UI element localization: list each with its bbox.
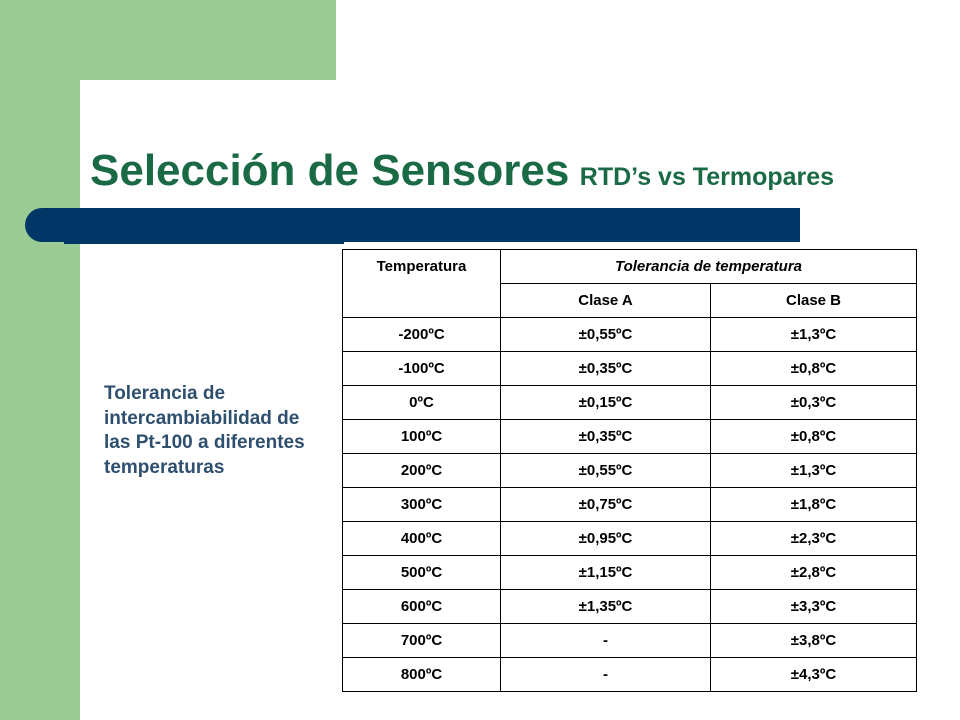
header-temperature: Temperatura (342, 249, 501, 318)
class-b-cell: ±0,3ºC (710, 385, 917, 420)
slide-title-main: Selección de Sensores (90, 146, 570, 195)
temp-cell: 100ºC (342, 419, 501, 454)
table-row: 800ºC - ±4,3ºC (342, 657, 917, 692)
title-underline-tail (64, 241, 344, 244)
table-row: 300ºC ±0,75ºC ±1,8ºC (342, 487, 917, 522)
class-b-cell: ±1,8ºC (710, 487, 917, 522)
temp-cell: -200ºC (342, 317, 501, 352)
table-row: 100ºC ±0,35ºC ±0,8ºC (342, 419, 917, 454)
class-b-cell: ±0,8ºC (710, 419, 917, 454)
tolerance-table: Temperatura Tolerancia de temperatura Cl… (342, 249, 917, 692)
temp-cell: 600ºC (342, 589, 501, 624)
table-row: 400ºC ±0,95ºC ±2,3ºC (342, 521, 917, 556)
table-row: 700ºC - ±3,8ºC (342, 623, 917, 658)
table-row: 600ºC ±1,35ºC ±3,3ºC (342, 589, 917, 624)
class-b-cell: ±2,3ºC (710, 521, 917, 556)
class-b-cell: ±1,3ºC (710, 453, 917, 488)
temp-cell: 300ºC (342, 487, 501, 522)
class-a-cell: ±0,35ºC (500, 351, 711, 386)
title-underline-bar (25, 208, 800, 242)
header-class-b: Clase B (710, 283, 917, 318)
class-b-cell: ±3,3ºC (710, 589, 917, 624)
temp-cell: 400ºC (342, 521, 501, 556)
class-a-cell: ±1,35ºC (500, 589, 711, 624)
temp-cell: 500ºC (342, 555, 501, 590)
class-a-cell: ±0,55ºC (500, 317, 711, 352)
class-a-cell: ±0,75ºC (500, 487, 711, 522)
header-tolerance: Tolerancia de temperatura (500, 249, 917, 284)
green-top-panel (80, 0, 336, 80)
table-header-row: Temperatura Tolerancia de temperatura (342, 249, 917, 318)
class-b-cell: ±1,3ºC (710, 317, 917, 352)
table-subheader-row: Clase A Clase B (343, 283, 917, 318)
green-side-panel (0, 0, 80, 720)
temp-cell: -100ºC (342, 351, 501, 386)
class-b-cell: ±0,8ºC (710, 351, 917, 386)
class-b-cell: ±2,8ºC (710, 555, 917, 590)
temp-cell: 200ºC (342, 453, 501, 488)
temp-cell: 800ºC (342, 657, 501, 692)
class-a-cell: ±1,15ºC (500, 555, 711, 590)
temp-cell: 700ºC (342, 623, 501, 658)
table-row: 500ºC ±1,15ºC ±2,8ºC (342, 555, 917, 590)
class-a-cell: ±0,95ºC (500, 521, 711, 556)
class-b-cell: ±4,3ºC (710, 657, 917, 692)
side-note: Tolerancia de intercambiabilidad de las … (104, 383, 305, 478)
class-a-cell: ±0,15ºC (500, 385, 711, 420)
table-row: -100ºC ±0,35ºC ±0,8ºC (342, 351, 917, 386)
table-row: 200ºC ±0,55ºC ±1,3ºC (342, 453, 917, 488)
slide-title-sub: RTD’s vs Termopares (579, 163, 835, 191)
class-a-cell: - (500, 657, 711, 692)
class-a-cell: ±0,35ºC (500, 419, 711, 454)
class-a-cell: ±0,55ºC (500, 453, 711, 488)
class-b-cell: ±3,8ºC (710, 623, 917, 658)
header-class-a: Clase A (500, 283, 711, 318)
table-row: 0ºC ±0,15ºC ±0,3ºC (342, 385, 917, 420)
class-a-cell: - (500, 623, 711, 658)
table-row: -200ºC ±0,55ºC ±1,3ºC (342, 317, 917, 352)
slide-title: Selección de Sensores RTD’s vs Termopare… (90, 146, 834, 196)
temp-cell: 0ºC (342, 385, 501, 420)
